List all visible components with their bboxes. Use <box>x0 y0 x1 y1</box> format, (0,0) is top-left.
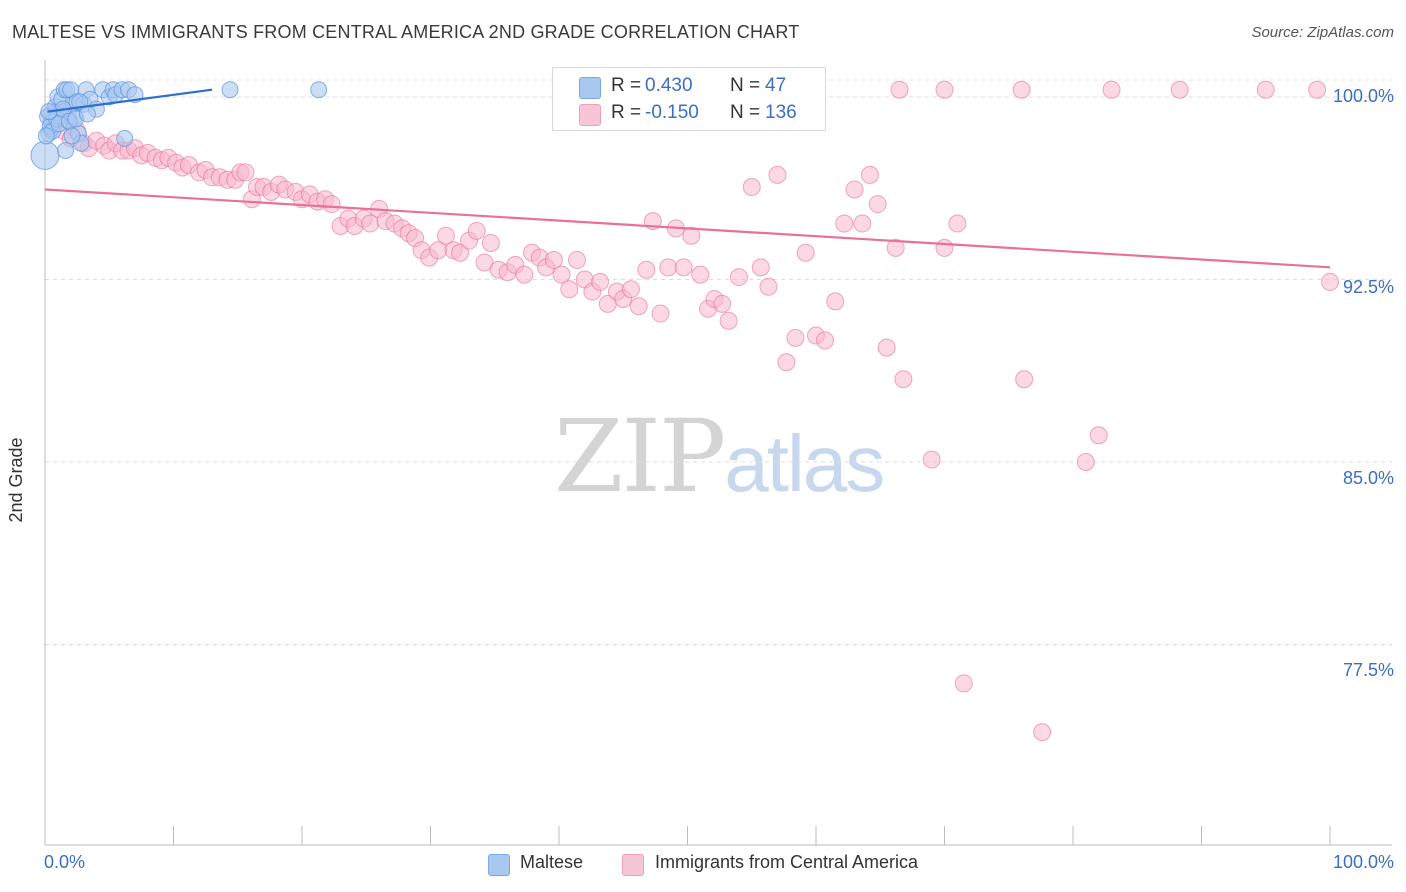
y-axis-title: 2nd Grade <box>6 437 26 523</box>
y-tick-label: 85.0% <box>1342 468 1394 488</box>
central-america-point <box>922 450 941 469</box>
central-america-point <box>1321 272 1339 291</box>
central-america-point <box>786 328 805 347</box>
maltese-point <box>78 105 96 123</box>
central-america-point <box>436 226 455 245</box>
source-label: Source: ZipAtlas.com <box>1251 24 1394 41</box>
central-america-point <box>713 294 732 313</box>
x-tick-label-max: 100.0% <box>1332 852 1394 872</box>
central-america-point <box>948 214 967 233</box>
central-america-point <box>1308 80 1327 99</box>
central-america-point <box>560 280 579 299</box>
central-america-point <box>845 180 864 199</box>
central-america-point <box>759 277 778 296</box>
central-america-point <box>742 178 761 197</box>
central-america-point <box>1033 723 1052 742</box>
watermark-zip: ZIP <box>554 398 726 515</box>
central-america-point <box>768 165 787 184</box>
central-america-point <box>567 251 586 270</box>
r-value: -0.150 <box>645 102 699 123</box>
n-label: N = <box>730 75 761 96</box>
central-america-point <box>954 674 973 693</box>
maltese-point <box>116 129 134 147</box>
maltese-point <box>221 81 239 99</box>
maltese-point <box>310 81 328 99</box>
y-tick-label: 100.0% <box>1332 86 1394 106</box>
central-america-point <box>719 311 738 330</box>
central-america-point <box>659 258 678 277</box>
central-america-point <box>481 234 500 252</box>
central-america-point <box>868 195 887 214</box>
maltese-point <box>57 142 75 160</box>
central-america-point <box>552 265 571 284</box>
maltese-point <box>30 140 60 170</box>
chart-title: MALTESE VS IMMIGRANTS FROM CENTRAL AMERI… <box>12 22 800 42</box>
central-america-point <box>682 226 701 245</box>
central-america-point <box>691 265 710 284</box>
y-tick-label: 92.5% <box>1342 277 1394 297</box>
central-america-point <box>1256 80 1275 99</box>
central-america-point <box>629 297 648 316</box>
central-america-point <box>1012 80 1031 99</box>
central-america-legend-swatch <box>622 854 644 876</box>
central-america-point <box>451 243 470 262</box>
r-value: 0.430 <box>645 75 693 96</box>
central-america-point <box>1170 80 1189 99</box>
central-america-legend-label: Immigrants from Central America <box>655 852 919 872</box>
central-america-point <box>1076 453 1095 471</box>
central-america-point <box>1089 426 1108 445</box>
maltese-point <box>63 127 81 145</box>
n-value: 136 <box>765 102 797 123</box>
central-america-point <box>1015 370 1034 389</box>
x-tick-label-min: 0.0% <box>44 852 86 872</box>
n-label: N = <box>730 102 761 123</box>
central-america-point <box>935 238 954 257</box>
central-america-point <box>853 214 872 233</box>
central-america-point <box>322 195 341 214</box>
central-america-point <box>236 163 255 182</box>
y-tick-label: 77.5% <box>1342 660 1394 680</box>
central-america-point <box>621 280 640 299</box>
r-label: R = <box>611 75 642 96</box>
legend-row-maltese: R = 0.430 N = 47 <box>553 74 825 100</box>
central-america-point <box>544 251 563 270</box>
maltese-point <box>37 127 55 145</box>
maltese-legend-swatch <box>488 854 510 876</box>
correlation-legend: R = 0.430 N = 47 R = -0.150 N = 136 <box>552 67 826 131</box>
watermark: ZIPatlas <box>554 398 885 515</box>
watermark-atlas: atlas <box>724 419 885 508</box>
n-value: 47 <box>765 75 787 96</box>
maltese-swatch <box>579 77 601 99</box>
central-america-trendline <box>44 188 1331 269</box>
central-america-point <box>860 165 879 184</box>
central-america-point <box>475 253 494 272</box>
central-america-point <box>835 214 854 233</box>
central-america-point <box>1102 80 1121 99</box>
central-america-point <box>467 221 486 240</box>
r-label: R = <box>611 102 642 123</box>
central-america-point <box>651 304 670 323</box>
central-america-point <box>361 214 380 233</box>
central-america-point <box>890 80 909 99</box>
central-america-point <box>935 80 954 99</box>
central-america-point <box>729 268 748 287</box>
maltese-trendline <box>47 88 213 113</box>
series-legend: Maltese Immigrants from Central America <box>0 852 1406 876</box>
central-america-point <box>877 338 896 357</box>
central-america-point <box>674 258 693 277</box>
central-america-point <box>777 353 796 372</box>
legend-row-central-america: R = -0.150 N = 136 <box>553 101 825 127</box>
central-america-point <box>796 243 815 262</box>
central-america-swatch <box>579 104 601 126</box>
central-america-point <box>637 260 656 279</box>
central-america-point <box>886 238 905 257</box>
central-america-point <box>815 331 834 350</box>
central-america-point <box>751 258 770 277</box>
central-america-point <box>894 370 913 389</box>
central-america-point <box>826 292 845 311</box>
central-america-point <box>515 265 534 284</box>
maltese-legend-label: Maltese <box>520 852 584 872</box>
central-america-point <box>591 272 610 291</box>
